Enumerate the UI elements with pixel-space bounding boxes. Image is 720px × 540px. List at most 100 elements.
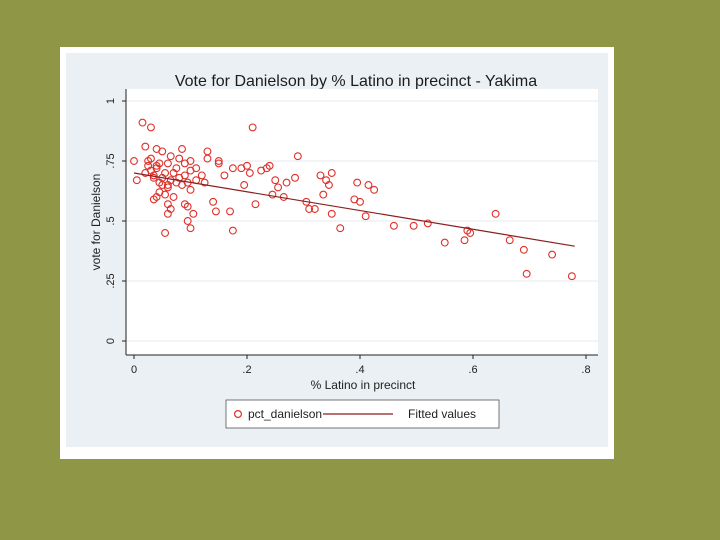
data-point-99 bbox=[389, 221, 398, 230]
data-point-65 bbox=[228, 226, 237, 235]
data-point-17 bbox=[158, 147, 167, 156]
data-point-49 bbox=[178, 145, 186, 153]
data-point-87 bbox=[319, 190, 328, 199]
data-point-86 bbox=[316, 171, 325, 180]
data-point-68 bbox=[240, 181, 249, 189]
data-point-0 bbox=[130, 157, 138, 165]
data-point-103 bbox=[460, 236, 469, 245]
data-point-96 bbox=[361, 212, 370, 221]
data-point-109 bbox=[522, 269, 531, 278]
data-point-50 bbox=[158, 181, 167, 189]
data-point-15 bbox=[146, 166, 155, 175]
data-point-48 bbox=[192, 164, 201, 173]
scatter-points bbox=[130, 118, 576, 281]
x-tick-label-2: .4 bbox=[355, 364, 364, 376]
data-point-60 bbox=[211, 207, 220, 216]
scatter-chart: Vote for Danielson by % Latino in precin… bbox=[89, 73, 598, 429]
data-point-41 bbox=[172, 178, 181, 187]
data-point-110 bbox=[548, 250, 557, 259]
data-point-92 bbox=[336, 224, 345, 233]
data-point-70 bbox=[245, 169, 254, 177]
data-point-89 bbox=[324, 181, 333, 189]
data-point-77 bbox=[271, 176, 280, 185]
data-point-13 bbox=[149, 173, 158, 182]
data-point-71 bbox=[248, 123, 257, 132]
data-point-94 bbox=[353, 178, 362, 187]
data-point-102 bbox=[440, 238, 449, 247]
data-point-12 bbox=[141, 142, 150, 151]
data-point-32 bbox=[172, 164, 181, 173]
data-point-1 bbox=[132, 176, 141, 185]
data-point-90 bbox=[327, 169, 336, 177]
axes bbox=[125, 89, 598, 356]
data-point-101 bbox=[423, 219, 432, 228]
data-point-76 bbox=[268, 190, 277, 199]
data-point-91 bbox=[327, 209, 336, 218]
data-point-31 bbox=[161, 229, 170, 237]
legend-label-scatter: pct_danielson bbox=[248, 407, 322, 421]
data-point-53 bbox=[166, 152, 175, 161]
data-point-95 bbox=[356, 197, 364, 206]
data-point-98 bbox=[370, 185, 379, 194]
data-point-56 bbox=[200, 178, 209, 187]
data-point-63 bbox=[220, 171, 229, 180]
slide-frame: Vote for Danielson by % Latino in precin… bbox=[60, 47, 614, 459]
y-axis-ticks: 0 .25 .5 .75 1 bbox=[105, 98, 126, 344]
data-point-97 bbox=[364, 181, 373, 189]
x-tick-label-3: .6 bbox=[468, 364, 477, 376]
data-point-54 bbox=[186, 157, 195, 165]
data-point-106 bbox=[491, 209, 500, 218]
data-point-85 bbox=[310, 205, 319, 213]
plot-region: Vote for Danielson by % Latino in precin… bbox=[66, 53, 608, 447]
data-point-107 bbox=[505, 236, 514, 245]
data-point-75 bbox=[265, 161, 274, 170]
data-point-5 bbox=[146, 123, 155, 132]
data-point-81 bbox=[291, 173, 299, 182]
data-point-36 bbox=[180, 171, 189, 180]
data-point-100 bbox=[409, 221, 418, 230]
data-point-30 bbox=[169, 193, 178, 201]
data-point-2 bbox=[138, 118, 147, 127]
data-point-14 bbox=[144, 157, 153, 165]
data-point-33 bbox=[175, 154, 184, 163]
x-axis-ticks: 0 .2 .4 .6 .8 bbox=[131, 355, 591, 376]
data-point-82 bbox=[293, 152, 302, 161]
data-point-43 bbox=[183, 217, 192, 225]
data-point-108 bbox=[519, 245, 528, 254]
data-point-61 bbox=[214, 159, 223, 168]
data-point-111 bbox=[567, 272, 576, 281]
x-tick-label-0: 0 bbox=[131, 364, 137, 376]
data-point-72 bbox=[251, 200, 260, 209]
data-point-80 bbox=[282, 178, 291, 187]
data-point-78 bbox=[274, 183, 283, 192]
data-point-84 bbox=[305, 205, 314, 213]
x-tick-label-4: .8 bbox=[581, 364, 590, 376]
legend-marker-scatter bbox=[234, 410, 243, 419]
data-point-23 bbox=[161, 190, 170, 199]
data-point-64 bbox=[226, 207, 235, 216]
data-point-69 bbox=[243, 161, 251, 170]
y-tick-label-4: 1 bbox=[105, 98, 117, 104]
data-point-66 bbox=[228, 164, 237, 173]
legend-label-fit: Fitted values bbox=[408, 407, 476, 421]
chart-title: Vote for Danielson by % Latino in precin… bbox=[175, 73, 537, 90]
data-point-59 bbox=[209, 197, 218, 206]
plot-area bbox=[126, 89, 598, 355]
data-point-44 bbox=[186, 224, 195, 233]
x-tick-label-1: .2 bbox=[242, 364, 251, 376]
data-point-45 bbox=[189, 209, 198, 218]
data-point-29 bbox=[163, 209, 172, 218]
data-point-18 bbox=[161, 169, 170, 177]
data-point-52 bbox=[152, 161, 161, 170]
y-axis-title: vote for Danielson bbox=[89, 174, 103, 271]
y-tick-label-1: .25 bbox=[105, 273, 117, 288]
y-tick-label-3: .75 bbox=[105, 153, 117, 168]
data-point-46 bbox=[183, 202, 192, 211]
y-tick-label-0: 0 bbox=[105, 338, 117, 344]
data-point-55 bbox=[197, 171, 206, 180]
y-tick-label-2: .5 bbox=[105, 216, 117, 225]
data-point-62 bbox=[214, 157, 223, 165]
x-axis-title: % Latino in precinct bbox=[311, 378, 416, 392]
data-point-58 bbox=[203, 147, 212, 156]
legend: pct_danielson Fitted values bbox=[225, 399, 500, 429]
